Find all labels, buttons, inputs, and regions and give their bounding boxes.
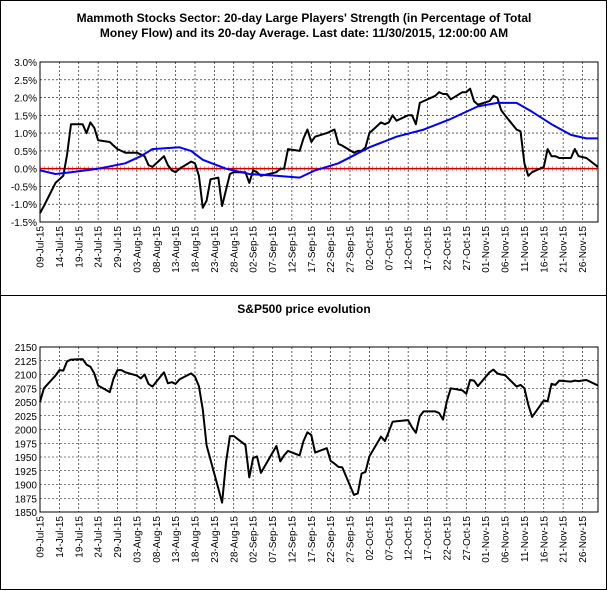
y-tick-label: 1875: [15, 494, 38, 505]
x-tick-label: 02-Oct-15: [365, 516, 376, 561]
y-tick-label: 2100: [15, 371, 38, 382]
y-tick-label: 2075: [15, 384, 38, 395]
y-tick-label: 1950: [15, 453, 38, 464]
x-tick-label: 22-Oct-15: [442, 516, 453, 561]
chart-2-title: S&P500 price evolution: [237, 302, 370, 316]
x-tick-label: 02-Sep-15: [249, 226, 260, 273]
x-tick-label: 09-Jul-15: [36, 226, 47, 268]
x-tick-label: 07-Sep-15: [268, 226, 279, 273]
y-tick-label: 0.0%: [14, 165, 37, 176]
x-tick-label: 12-Oct-15: [404, 516, 415, 561]
y-tick-label: 2000: [15, 426, 38, 437]
x-tick-label: 17-Sep-15: [307, 516, 318, 563]
x-tick-label: 02-Sep-15: [249, 516, 260, 563]
x-tick-label: 17-Oct-15: [423, 226, 434, 271]
x-tick-label: 28-Aug-15: [229, 516, 240, 563]
y-tick-label: 0.5%: [14, 147, 37, 158]
x-tick-label: 06-Nov-15: [501, 226, 512, 273]
x-tick-label: 26-Nov-15: [578, 516, 589, 563]
y-tick-label: 2125: [15, 357, 38, 368]
chart-1-title-line-2: Money Flow) and its 20-day Average. Last…: [100, 26, 508, 40]
y-tick-label: 2050: [15, 398, 38, 409]
x-tick-label: 27-Sep-15: [346, 226, 357, 273]
y-tick-label: 2.5%: [14, 76, 37, 87]
x-tick-label: 06-Nov-15: [501, 516, 512, 563]
series-line-1: [39, 358, 599, 504]
x-tick-label: 14-Jul-15: [55, 516, 66, 558]
x-tick-label: 02-Oct-15: [365, 226, 376, 271]
x-tick-label: 24-Jul-15: [94, 226, 105, 268]
y-tick-label: -1.5%: [11, 218, 37, 229]
x-tick-label: 19-Jul-15: [74, 226, 85, 268]
x-tick-label: 22-Sep-15: [326, 516, 337, 563]
y-tick-label: 1.5%: [14, 111, 37, 122]
x-tick-label: 17-Sep-15: [307, 226, 318, 273]
x-tick-label: 08-Aug-15: [152, 226, 163, 273]
x-tick-label: 27-Oct-15: [462, 516, 473, 561]
y-tick-label: -0.5%: [11, 182, 37, 193]
x-tick-label: 22-Sep-15: [326, 226, 337, 273]
y-tick-label: 1975: [15, 439, 38, 450]
x-tick-label: 18-Aug-15: [191, 516, 202, 563]
x-tick-label: 07-Oct-15: [384, 516, 395, 561]
x-tick-label: 27-Oct-15: [462, 226, 473, 271]
x-tick-label: 11-Nov-15: [520, 516, 531, 562]
y-tick-label: 2150: [15, 343, 38, 354]
y-tick-label: 3.0%: [14, 58, 37, 69]
x-tick-label: 17-Oct-15: [423, 516, 434, 561]
x-tick-label: 18-Aug-15: [191, 226, 202, 273]
x-tick-label: 13-Aug-15: [171, 226, 182, 273]
x-tick-label: 09-Jul-15: [36, 516, 47, 558]
y-tick-label: 2025: [15, 412, 38, 423]
x-tick-label: 03-Aug-15: [132, 226, 143, 273]
y-tick-label: -1.0%: [11, 200, 37, 211]
y-tick-label: 1900: [15, 481, 38, 492]
x-tick-label: 29-Jul-15: [113, 226, 124, 268]
x-tick-label: 08-Aug-15: [152, 516, 163, 563]
chart-1-plot-area: -1.5% -1.0% -0.5% 0.0% 0.5% 1.0% 1.5% 2.0% 2.5% 3…: [11, 58, 599, 273]
x-tick-label: 12-Oct-15: [404, 226, 415, 271]
x-tick-label: 21-Nov-15: [559, 226, 570, 273]
chart-1-title-line-1: Mammoth Stocks Sector: 20-day Large Play…: [77, 11, 532, 25]
x-tick-label: 23-Aug-15: [210, 516, 221, 563]
x-tick-label: 27-Sep-15: [346, 516, 357, 563]
chart-2-plot-area: 1850 1875 1900 1925 1950 1975 2000 2025 2050 2075…: [15, 343, 599, 563]
plot-frame: [39, 61, 599, 223]
x-tick-label: 11-Nov-15: [520, 226, 531, 272]
x-tick-label: 12-Sep-15: [287, 516, 298, 563]
x-tick-label: 16-Nov-15: [539, 226, 550, 273]
x-tick-label: 01-Nov-15: [481, 516, 492, 563]
y-tick-label: 2.0%: [14, 94, 37, 105]
series-line-1: [39, 87, 599, 214]
x-tick-label: 24-Jul-15: [94, 516, 105, 558]
series-line-2: [39, 101, 598, 179]
x-tick-label: 03-Aug-15: [132, 516, 143, 563]
x-tick-label: 23-Aug-15: [210, 226, 221, 273]
y-tick-label: 1925: [15, 467, 38, 478]
y-tick-label: 1.0%: [14, 129, 37, 140]
x-tick-label: 21-Nov-15: [559, 516, 570, 563]
x-tick-label: 26-Nov-15: [578, 226, 589, 273]
x-tick-label: 07-Oct-15: [384, 226, 395, 271]
y-tick-label: 1850: [15, 508, 38, 519]
x-tick-label: 13-Aug-15: [171, 516, 182, 563]
x-tick-label: 12-Sep-15: [287, 226, 298, 273]
x-tick-label: 28-Aug-15: [229, 226, 240, 273]
x-tick-label: 07-Sep-15: [268, 516, 279, 563]
x-tick-label: 19-Jul-15: [74, 516, 85, 558]
x-tick-label: 29-Jul-15: [113, 516, 124, 558]
x-tick-label: 16-Nov-15: [539, 516, 550, 563]
x-tick-label: 01-Nov-15: [481, 226, 492, 273]
x-tick-label: 22-Oct-15: [442, 226, 453, 271]
x-tick-label: 14-Jul-15: [55, 226, 66, 268]
